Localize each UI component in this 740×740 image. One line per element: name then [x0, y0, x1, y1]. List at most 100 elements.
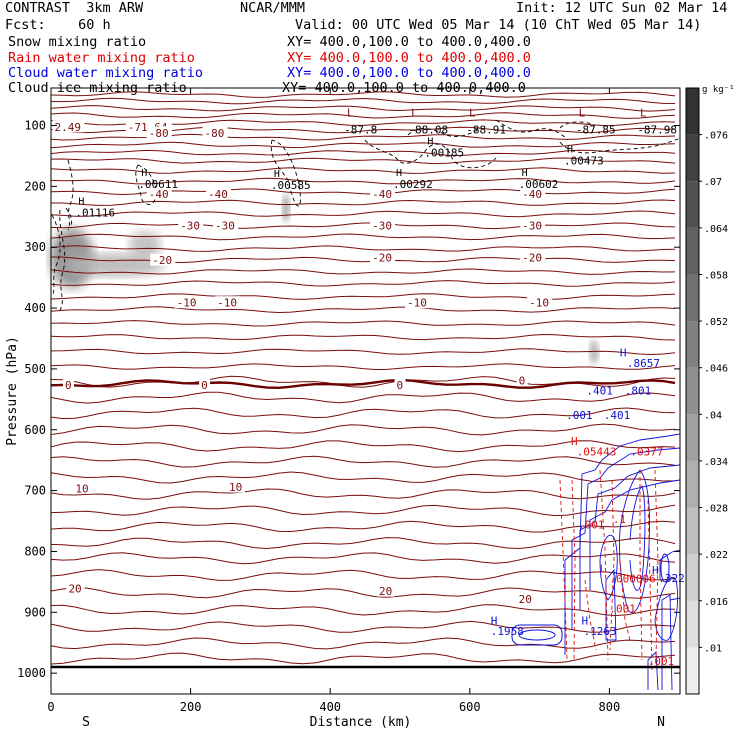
- isotherm-label-background: [174, 296, 200, 309]
- isotherm-label: 10: [229, 481, 242, 494]
- cloud-water-contour: [511, 624, 563, 646]
- low-marker: L: [411, 106, 418, 119]
- isotherm-label: -80: [205, 127, 225, 140]
- isotherm-line: [50, 407, 676, 420]
- isotherm-line: [50, 455, 676, 468]
- rain-label: .001: [609, 602, 636, 615]
- rain-contour-line: [619, 559, 631, 641]
- cloud-water-label: .801: [625, 384, 652, 397]
- cloud-water-label: .1958: [491, 625, 524, 638]
- cloud-water-contour: [660, 553, 670, 583]
- y-tick-label: 500: [24, 362, 46, 376]
- colorbar-tick-label: .016: [704, 597, 728, 608]
- legend-rain-label: Rain water mixing ratio: [8, 50, 195, 66]
- cloud-water-label: .001: [566, 409, 593, 422]
- isotherm-line: [50, 587, 676, 599]
- y-tick-label: 200: [24, 179, 46, 193]
- isotherm-line: [50, 391, 676, 404]
- colorbar-tick-label: .028: [704, 504, 728, 515]
- y-tick-label: 300: [24, 240, 46, 254]
- isotherm-label: 0: [519, 375, 526, 388]
- legend-cloud-water-label: Cloud water mixing ratio: [8, 65, 204, 81]
- isotherm-label: -10: [407, 297, 427, 310]
- isotherm-label-background: [66, 582, 85, 595]
- y-tick-label: 100: [24, 119, 46, 133]
- cloud-water-contour: [518, 629, 556, 641]
- isotherm-label-background: [146, 126, 172, 139]
- colorbar-swatch: [686, 460, 699, 508]
- isotherm-line: [50, 520, 676, 533]
- colorbar-tick-label: .01: [704, 643, 722, 654]
- ice-contour-line: [559, 137, 681, 154]
- temperature-isotherms: [50, 91, 676, 665]
- ice-contour-line: [135, 164, 157, 205]
- colorbar-swatch: [686, 134, 699, 182]
- isotherm-line: [50, 210, 676, 218]
- init-time: Init: 12 UTC Sun 02 Mar 14: [516, 0, 728, 16]
- isotherm-label: -30: [372, 219, 392, 232]
- isotherm-line: [50, 320, 676, 327]
- x-tick-label: 400: [319, 700, 341, 714]
- center-name: NCAR/MMM: [240, 0, 306, 16]
- isotherm-line: [50, 569, 676, 581]
- isotherm-line: [50, 537, 676, 550]
- isotherm-label-background: [370, 251, 396, 264]
- ice-contour-line: [59, 209, 66, 311]
- isotherm-label-background: [199, 378, 211, 391]
- isotherm-label: -30: [522, 219, 542, 232]
- isotherm-label-background: [202, 126, 228, 139]
- ice-max-marker: H: [567, 144, 573, 155]
- model-title: CONTRAST 3km ARW: [5, 0, 144, 16]
- cloud-water-contour: [599, 534, 618, 601]
- isotherm-label-background: [73, 481, 92, 494]
- cloud-water-label: H: [491, 614, 498, 627]
- isotherm-line: [50, 105, 676, 112]
- isotherm-line: [50, 637, 676, 650]
- isotherm-label-background: [516, 374, 528, 387]
- colorbar-swatch: [686, 274, 699, 322]
- y-tick-label: 1000: [17, 666, 46, 680]
- colorbar-swatch: [686, 227, 699, 275]
- ice-contour-line: [495, 119, 569, 141]
- isotherm-label-background: [377, 584, 396, 597]
- isotherm-line: [50, 504, 676, 517]
- rain-label: .05443: [577, 445, 617, 458]
- ice-max-marker: H: [522, 168, 528, 179]
- low-marker: L: [469, 106, 476, 119]
- ice-max-marker: H: [274, 169, 280, 180]
- isotherm-line: [50, 333, 676, 341]
- forecast-hour: Fcst: 60 h: [5, 17, 111, 33]
- cloud-water-label: .8657: [627, 357, 660, 370]
- isotherm-label-background: [520, 218, 546, 231]
- colorbar-tick-label: .058: [704, 270, 728, 281]
- colorbar-tick-label: .022: [704, 550, 728, 561]
- ice-max-value: .00292: [393, 178, 433, 191]
- zero-isotherm-line: [50, 378, 676, 390]
- colorbar-swatch: [686, 554, 699, 601]
- cloud-water-contour: [661, 594, 673, 691]
- colorbar-swatch: [686, 414, 699, 461]
- isotherm-label: -40: [372, 188, 392, 201]
- x-tick-label: 200: [180, 700, 202, 714]
- isotherm-line: [50, 423, 676, 436]
- cloud-water-label: H: [652, 564, 659, 577]
- isotherm-label: -20: [152, 254, 172, 267]
- low-value-label: -87.98: [637, 123, 677, 136]
- isotherm-label: -20: [372, 252, 392, 265]
- low-value-label: -88.91: [466, 123, 506, 136]
- colorbar-frame: [685, 87, 700, 695]
- isotherm-line: [51, 199, 676, 206]
- ice-max-value: .00473: [564, 154, 604, 167]
- ice-max-marker: H: [396, 168, 402, 179]
- isotherm-label-background: [215, 296, 241, 309]
- snow-shade-blob: [589, 340, 599, 364]
- rain-label: .000006: [609, 572, 655, 585]
- cloud-water-contour: [579, 464, 681, 610]
- isotherm-line: [50, 293, 676, 300]
- colorbar-tick-label: .07: [704, 177, 722, 188]
- rain-label: H: [571, 435, 578, 448]
- isotherm-line: [50, 488, 676, 500]
- isotherm-line: [50, 149, 676, 157]
- isotherm-label-background: [370, 218, 396, 231]
